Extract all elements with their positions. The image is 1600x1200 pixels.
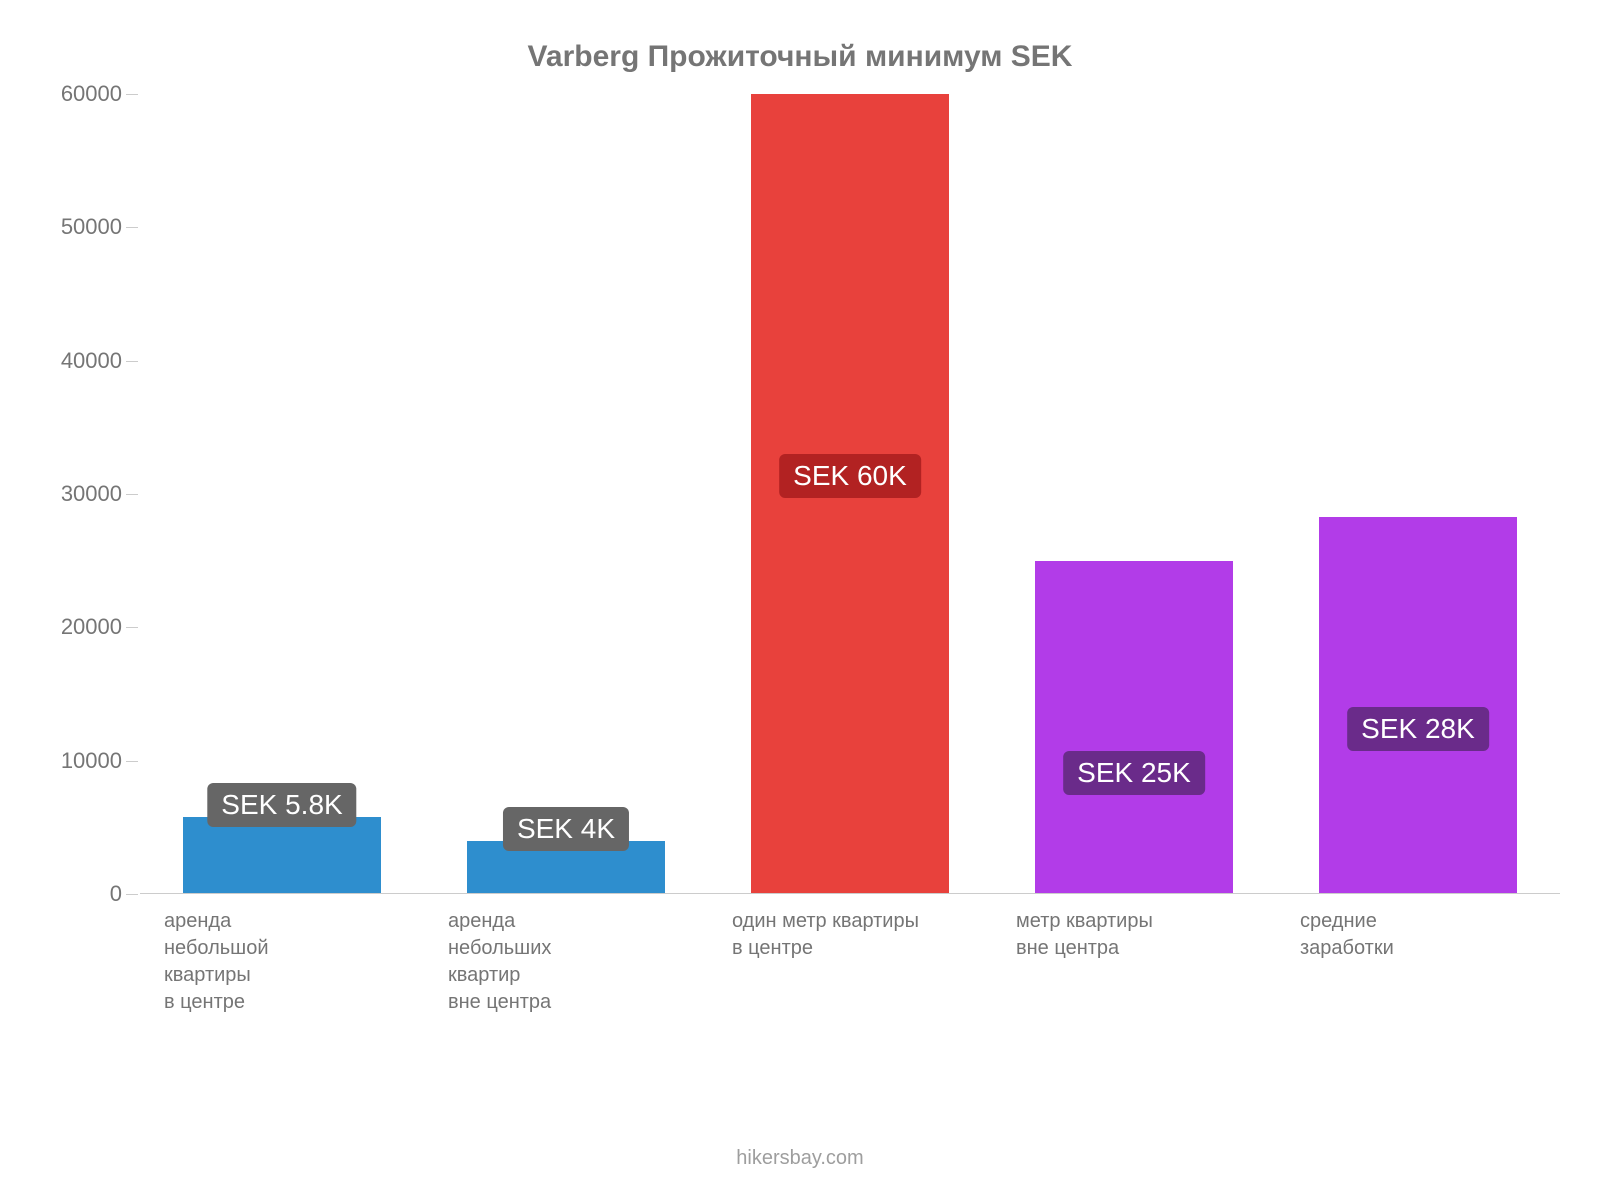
x-axis-line <box>140 893 1560 894</box>
y-axis-label: 40000 <box>61 348 140 374</box>
attribution-text: hikersbay.com <box>0 1147 1600 1170</box>
bar-slot: SEK 5.8K <box>140 94 424 894</box>
x-axis-category-label: метр квартиры вне центра <box>992 894 1276 1016</box>
y-axis-label: 60000 <box>61 81 140 107</box>
value-badge: SEK 5.8K <box>207 783 356 827</box>
y-axis-label: 30000 <box>61 481 140 507</box>
x-axis-category-label: аренда небольшой квартиры в центре <box>140 894 424 1016</box>
plot-area: SEK 5.8KSEK 4KSEK 60KSEK 25KSEK 28K 0100… <box>140 94 1560 894</box>
bar-slot: SEK 25K <box>992 94 1276 894</box>
value-badge: SEK 4K <box>503 807 629 851</box>
bar: SEK 28K <box>1319 517 1518 894</box>
chart-container: Varberg Прожиточный минимум SEK SEK 5.8K… <box>0 0 1600 1200</box>
bar: SEK 25K <box>1035 561 1234 894</box>
x-axis-category-label: аренда небольших квартир вне центра <box>424 894 708 1016</box>
x-axis-category-label: один метр квартиры в центре <box>708 894 992 1016</box>
bar: SEK 60K <box>751 94 950 894</box>
bars-group: SEK 5.8K SEK 4K SEK 60K SEK 25K SEK 28K <box>140 94 1560 894</box>
bar-slot: SEK 4K <box>424 94 708 894</box>
x-axis-category-label: средние заработки <box>1276 894 1560 1016</box>
bar: SEK 4K <box>467 841 666 894</box>
value-badge: SEK 25K <box>1063 751 1205 795</box>
chart-title: Varberg Прожиточный минимум SEK <box>60 40 1540 74</box>
y-axis-label: 20000 <box>61 614 140 640</box>
y-axis-label: 10000 <box>61 748 140 774</box>
bar-slot: SEK 28K <box>1276 94 1560 894</box>
x-axis-labels: аренда небольшой квартиры в центреаренда… <box>140 894 1560 1016</box>
bar-slot: SEK 60K <box>708 94 992 894</box>
y-axis-label: 0 <box>110 881 140 907</box>
value-badge: SEK 60K <box>779 454 921 498</box>
y-axis-label: 50000 <box>61 214 140 240</box>
bar: SEK 5.8K <box>183 817 382 894</box>
value-badge: SEK 28K <box>1347 707 1489 751</box>
